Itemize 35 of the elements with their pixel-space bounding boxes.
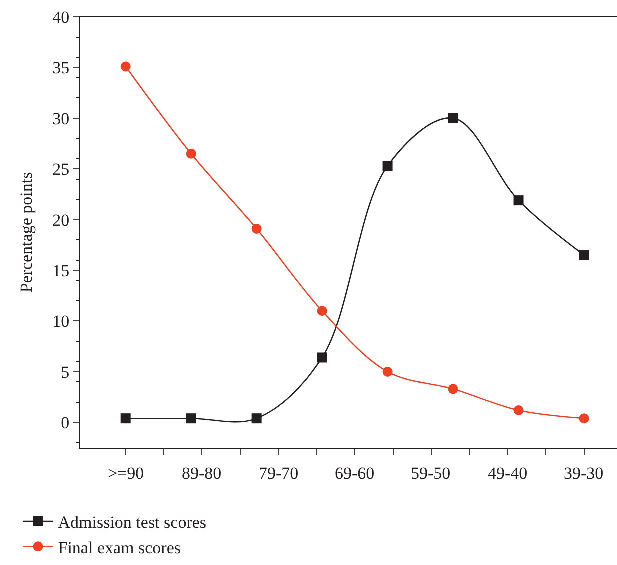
point [252,414,262,424]
point [579,414,590,424]
point [186,414,196,424]
y-tick-label: 0 [61,414,70,433]
y-tick-label: 25 [52,160,70,180]
point [514,405,524,416]
point [317,352,328,363]
legend-label: Admission test scores [58,513,207,532]
text: 79-70 [259,464,299,483]
y-tick-label: 40 [52,8,70,27]
y-tick-label: 10 [52,312,70,332]
text: >=90 [108,464,144,483]
text: 89-80 [182,464,222,483]
point [317,306,328,316]
y-tick-label: 15 [52,261,70,280]
point [382,161,393,172]
y-axis-title: Percentage points [17,172,36,293]
legend-label: Final exam scores [58,538,181,558]
text: 49-40 [488,464,528,483]
point [382,366,393,377]
point [252,224,262,234]
point [120,414,131,424]
point [514,196,524,206]
point [448,384,458,394]
point [120,62,131,72]
y-tick-label: 5 [61,362,70,382]
y-tick-label: 30 [52,109,70,128]
point [448,113,458,124]
point [579,250,590,260]
text: 59-50 [411,464,451,483]
text: 69-60 [335,464,375,483]
y-tick-label: 20 [52,210,70,230]
y-tick-label: 35 [52,58,70,78]
point [186,148,196,159]
text: 39-30 [564,464,604,483]
